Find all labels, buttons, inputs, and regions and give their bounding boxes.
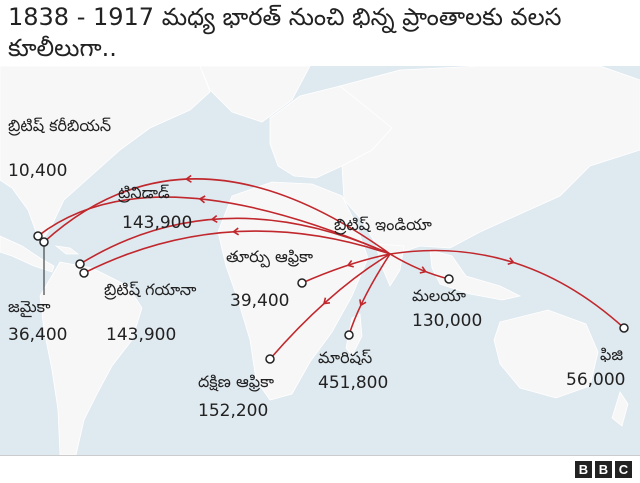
label-south-africa: దక్షిణ ఆఫ్రికా: [198, 372, 274, 391]
count-mauritius: 451,800: [318, 373, 389, 393]
logo-letter-c: C: [615, 461, 632, 478]
madagascar-land: [345, 313, 363, 357]
count-trinidad: 143,900: [122, 213, 193, 233]
map-title: 1838 - 1917 మధ్య భారత్ నుంచి భిన్న ప్రాం…: [8, 3, 562, 62]
bbc-logo: B B C: [575, 461, 632, 478]
label-fiji: ఫిజి: [600, 345, 624, 364]
north-america-land: [0, 66, 211, 239]
count-fiji: 56,000: [566, 370, 626, 390]
label-mauritius: మారిషస్: [318, 348, 373, 367]
point-malaya: [444, 274, 454, 284]
arrow-mauritius: [359, 299, 367, 307]
count-malaya: 130,000: [412, 311, 483, 331]
logo-letter-b1: B: [575, 461, 592, 478]
logo-letter-b2: B: [595, 461, 612, 478]
point-mauritius: [344, 330, 354, 340]
count-british-guiana: 143,900: [106, 325, 177, 345]
caribbean-land: [54, 245, 80, 255]
route-mauritius: [348, 253, 391, 336]
count-jamaica: 36,400: [8, 325, 68, 345]
label-british-caribbean: బ్రిటిష్ కరీబియన్: [8, 116, 112, 135]
route-malaya: [389, 253, 450, 280]
route-trinidad: [79, 217, 391, 265]
india-land: [375, 243, 405, 287]
label-malaya: మలయా: [412, 286, 466, 305]
route-jamaica: [37, 196, 391, 255]
migration-routes: [37, 174, 625, 360]
arrow-east-africa: [346, 259, 354, 268]
point-east-africa: [297, 278, 307, 288]
africa-land: [217, 181, 369, 401]
count-south-africa: 152,200: [198, 401, 269, 421]
new-zealand-land: [611, 391, 629, 427]
label-jamaica: జమైకా: [8, 297, 51, 316]
label-trinidad: ట్రినిడాడ్: [118, 183, 170, 202]
arrow-jamaica: [198, 195, 206, 204]
world-map: బ్రిటిష్ కరీబియన్ 10,400 ట్రినిడాడ్ 143,…: [0, 66, 640, 455]
arrow-south-africa: [322, 297, 331, 305]
arrow-fiji: [507, 257, 515, 266]
route-south-africa: [269, 253, 391, 360]
footer-divider: [0, 455, 640, 456]
destination-points: [33, 231, 629, 364]
greenland-land: [199, 66, 311, 123]
point-trinidad: [75, 259, 85, 269]
arrow-malaya: [419, 266, 427, 274]
route-british-caribbean: [43, 178, 391, 255]
south-america-land: [39, 261, 143, 455]
australia-land: [493, 309, 599, 399]
arrow-british-caribbean: [184, 174, 192, 183]
point-jamaica: [33, 231, 43, 241]
label-east-africa: తూర్పు ఆఫ్రికా: [226, 247, 314, 266]
asia-land: [339, 66, 640, 255]
map-canvas: [0, 66, 640, 455]
central-america-land: [0, 235, 55, 273]
count-east-africa: 39,400: [230, 291, 290, 311]
point-south-africa: [265, 354, 275, 364]
arrow-british-guiana: [232, 227, 240, 236]
landmass: [0, 66, 640, 455]
label-british-india: బ్రిటిష్ ఇండియా: [334, 215, 432, 234]
count-british-caribbean: 10,400: [8, 161, 68, 181]
point-british-guiana: [79, 268, 89, 278]
label-british-guiana: బ్రిటిష్ గయానా: [104, 280, 197, 299]
arrow-trinidad: [210, 214, 218, 224]
point-fiji: [619, 323, 629, 333]
